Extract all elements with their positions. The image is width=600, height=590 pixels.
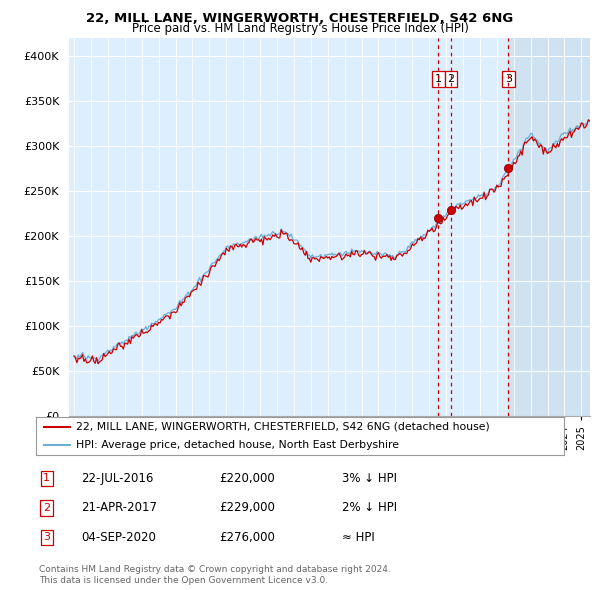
Text: 3: 3 — [505, 74, 512, 84]
Text: 2: 2 — [43, 503, 50, 513]
Text: 22, MILL LANE, WINGERWORTH, CHESTERFIELD, S42 6NG: 22, MILL LANE, WINGERWORTH, CHESTERFIELD… — [86, 12, 514, 25]
Text: HPI: Average price, detached house, North East Derbyshire: HPI: Average price, detached house, Nort… — [76, 440, 398, 450]
Text: 3: 3 — [43, 533, 50, 542]
Bar — [508, 38, 590, 416]
Text: This data is licensed under the Open Government Licence v3.0.: This data is licensed under the Open Gov… — [39, 576, 328, 585]
Text: 22, MILL LANE, WINGERWORTH, CHESTERFIELD, S42 6NG (detached house): 22, MILL LANE, WINGERWORTH, CHESTERFIELD… — [76, 422, 490, 432]
Text: 2: 2 — [448, 74, 455, 84]
Text: 2% ↓ HPI: 2% ↓ HPI — [342, 502, 397, 514]
Text: 21-APR-2017: 21-APR-2017 — [81, 502, 157, 514]
Text: 04-SEP-2020: 04-SEP-2020 — [81, 531, 156, 544]
Text: £276,000: £276,000 — [219, 531, 275, 544]
Text: Contains HM Land Registry data © Crown copyright and database right 2024.: Contains HM Land Registry data © Crown c… — [39, 565, 391, 574]
Text: 22-JUL-2016: 22-JUL-2016 — [81, 472, 154, 485]
Text: 1: 1 — [435, 74, 442, 84]
Text: 3% ↓ HPI: 3% ↓ HPI — [342, 472, 397, 485]
Text: ≈ HPI: ≈ HPI — [342, 531, 375, 544]
Text: £229,000: £229,000 — [219, 502, 275, 514]
Text: £220,000: £220,000 — [219, 472, 275, 485]
Text: Price paid vs. HM Land Registry's House Price Index (HPI): Price paid vs. HM Land Registry's House … — [131, 22, 469, 35]
Text: 1: 1 — [43, 474, 50, 483]
